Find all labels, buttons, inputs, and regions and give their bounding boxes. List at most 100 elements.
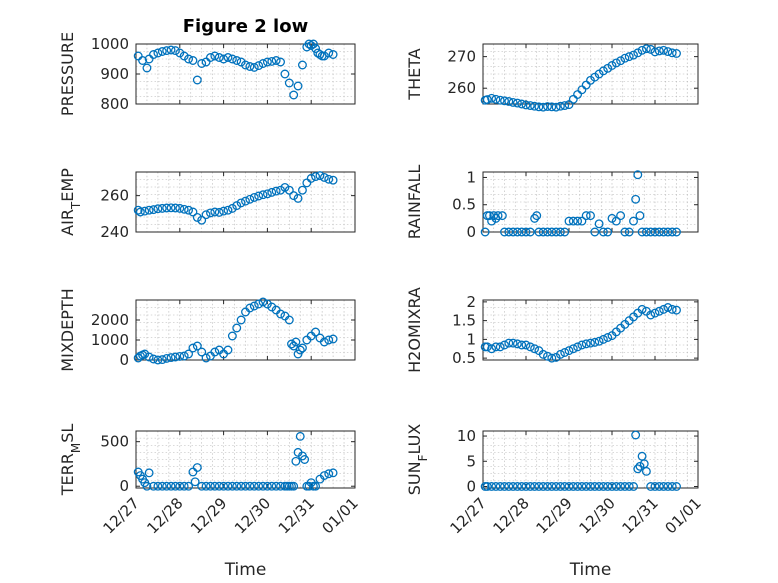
data-point <box>300 455 310 464</box>
data-point <box>192 463 202 472</box>
data-point <box>170 481 180 491</box>
data-point <box>564 216 574 226</box>
data-point <box>297 343 307 353</box>
data-point <box>289 90 299 100</box>
y-tick-label: 1.5 <box>452 312 476 330</box>
data-point <box>223 53 233 62</box>
data-point <box>594 219 604 229</box>
data-point <box>241 196 250 206</box>
data-point <box>667 227 677 237</box>
data-point <box>525 101 535 111</box>
data-point <box>641 44 651 54</box>
data-point <box>267 187 277 197</box>
data-point <box>598 66 608 76</box>
y-axis-label: THETA <box>405 48 424 100</box>
x-tick-label: 12/31 <box>275 494 318 537</box>
data-point <box>297 60 307 70</box>
data-point <box>276 309 285 319</box>
y-axis-label: TERRMSL <box>58 424 83 497</box>
data-point <box>249 301 259 311</box>
data-point <box>308 39 318 49</box>
y-tick-label: 1000 <box>91 331 129 349</box>
data-point <box>659 304 669 314</box>
subplot-2: 260 270 THETA <box>405 43 699 112</box>
data-point <box>508 338 518 348</box>
data-point <box>641 466 651 476</box>
data-point <box>633 170 643 180</box>
data-point <box>227 203 237 213</box>
data-point <box>162 481 172 491</box>
y-tick-label: 10 <box>457 427 476 445</box>
data-point <box>276 57 285 67</box>
data-point <box>500 96 509 106</box>
data-point <box>489 211 499 221</box>
data-point <box>162 353 172 363</box>
data-point <box>577 482 587 491</box>
data-point <box>144 205 154 215</box>
data-point <box>227 481 237 491</box>
x-tick-label: 12/28 <box>490 494 533 537</box>
data-point <box>280 183 290 192</box>
data-point <box>555 101 565 111</box>
data-point <box>547 482 557 491</box>
data-point <box>271 481 281 491</box>
data-point <box>646 44 656 54</box>
data-point <box>650 308 660 318</box>
data-point <box>166 481 176 491</box>
data-point <box>219 481 229 491</box>
y-tick-label: 240 <box>100 223 129 241</box>
data-point <box>543 227 552 237</box>
data-point <box>581 482 591 491</box>
data-point <box>206 53 215 62</box>
data-point <box>659 227 669 237</box>
data-point <box>607 61 617 70</box>
data-point <box>672 49 681 58</box>
y-tick-label: 0 <box>119 477 129 495</box>
data-point <box>245 481 255 491</box>
data-point <box>319 173 329 182</box>
data-point <box>525 227 535 237</box>
data-point <box>267 481 277 491</box>
data-point <box>245 303 255 313</box>
data-point <box>249 481 259 491</box>
x-tick-label: 12/27 <box>447 494 490 537</box>
data-point <box>637 304 647 314</box>
data-point <box>192 213 202 222</box>
data-point <box>603 227 613 237</box>
data-point <box>267 302 277 312</box>
data-point <box>482 482 492 491</box>
data-point <box>304 39 314 49</box>
data-point <box>280 69 290 79</box>
data-point <box>254 191 264 201</box>
data-point <box>495 482 505 491</box>
subplot-4: 0 0.5 1 RAINFALL <box>405 165 699 241</box>
data-point <box>495 342 505 352</box>
data-point <box>551 102 561 112</box>
data-point <box>319 51 329 61</box>
data-point <box>551 482 561 491</box>
y-tick-label: 900 <box>100 65 129 83</box>
y-axis-label: MIXDEPTH <box>58 288 77 371</box>
data-point <box>271 56 281 65</box>
data-point <box>512 98 522 108</box>
data-point <box>291 456 301 466</box>
data-point <box>616 482 626 491</box>
data-point <box>637 451 647 461</box>
data-point <box>672 305 681 315</box>
data-point <box>504 227 514 237</box>
data-point <box>517 227 527 237</box>
data-point <box>295 345 305 355</box>
data-point <box>573 216 583 226</box>
y-axis-label: AIRTEMP <box>58 168 83 236</box>
data-point <box>245 194 255 204</box>
data-point <box>192 341 202 351</box>
data-point <box>603 482 613 491</box>
data-point <box>223 205 233 215</box>
data-point <box>170 46 180 56</box>
data-point <box>631 194 641 204</box>
data-point <box>144 352 154 362</box>
data-point <box>166 353 176 363</box>
y-axis-label: H2OMIXRA <box>405 287 424 373</box>
data-point <box>517 340 527 350</box>
